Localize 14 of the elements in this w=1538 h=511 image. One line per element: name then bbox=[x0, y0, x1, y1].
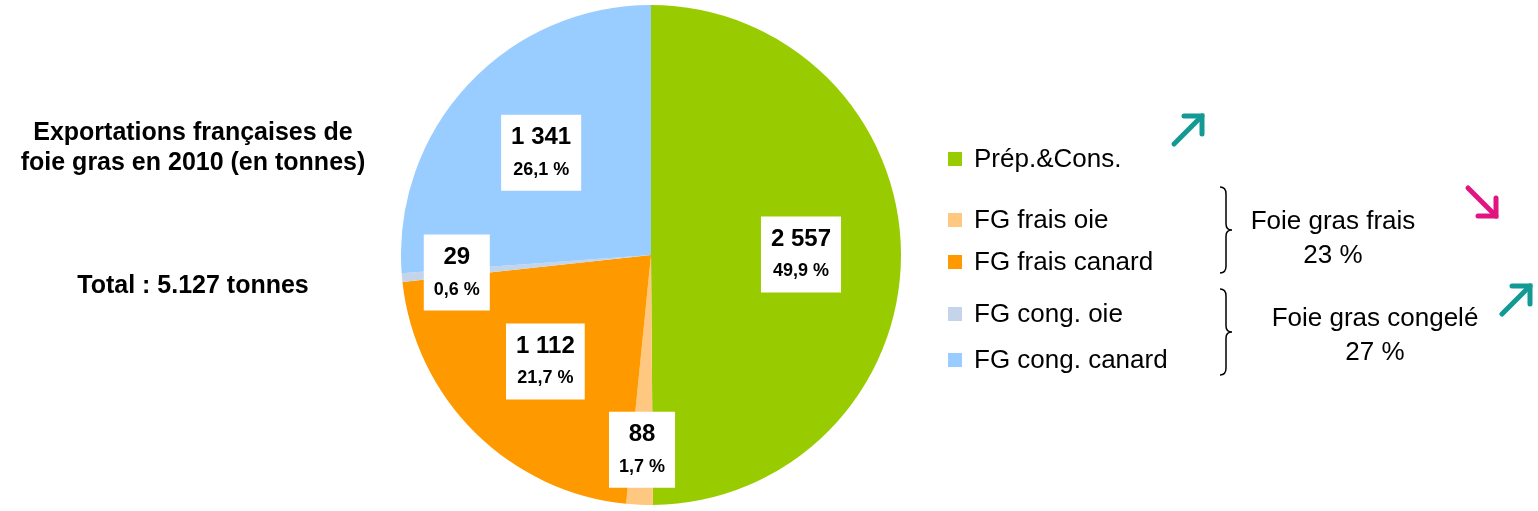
data-label: 2 557 49,9 % bbox=[770, 224, 832, 281]
text: Total : 5.127 tonnes bbox=[76, 270, 310, 299]
data-label: 29 0,6 % bbox=[433, 242, 480, 299]
text: Foie gras congelé 27 % bbox=[1270, 301, 1480, 368]
data-label: 1 341 26,1 % bbox=[511, 122, 572, 179]
data-label: 88 1,7 % bbox=[619, 419, 666, 476]
legend-label: FG frais oie bbox=[974, 204, 1109, 235]
data-label: 1 112 21,7 % bbox=[516, 331, 575, 388]
legend-label: FG frais canard bbox=[974, 246, 1154, 277]
text: Exportations françaises de foie gras en 2010 (en tonnes) bbox=[19, 116, 367, 176]
legend-label: FG cong. oie bbox=[974, 298, 1123, 329]
legend-label: Prép.&Cons. bbox=[974, 143, 1122, 174]
legend-label: FG cong. canard bbox=[974, 344, 1168, 375]
text: Foie gras frais 23 % bbox=[1249, 204, 1417, 271]
